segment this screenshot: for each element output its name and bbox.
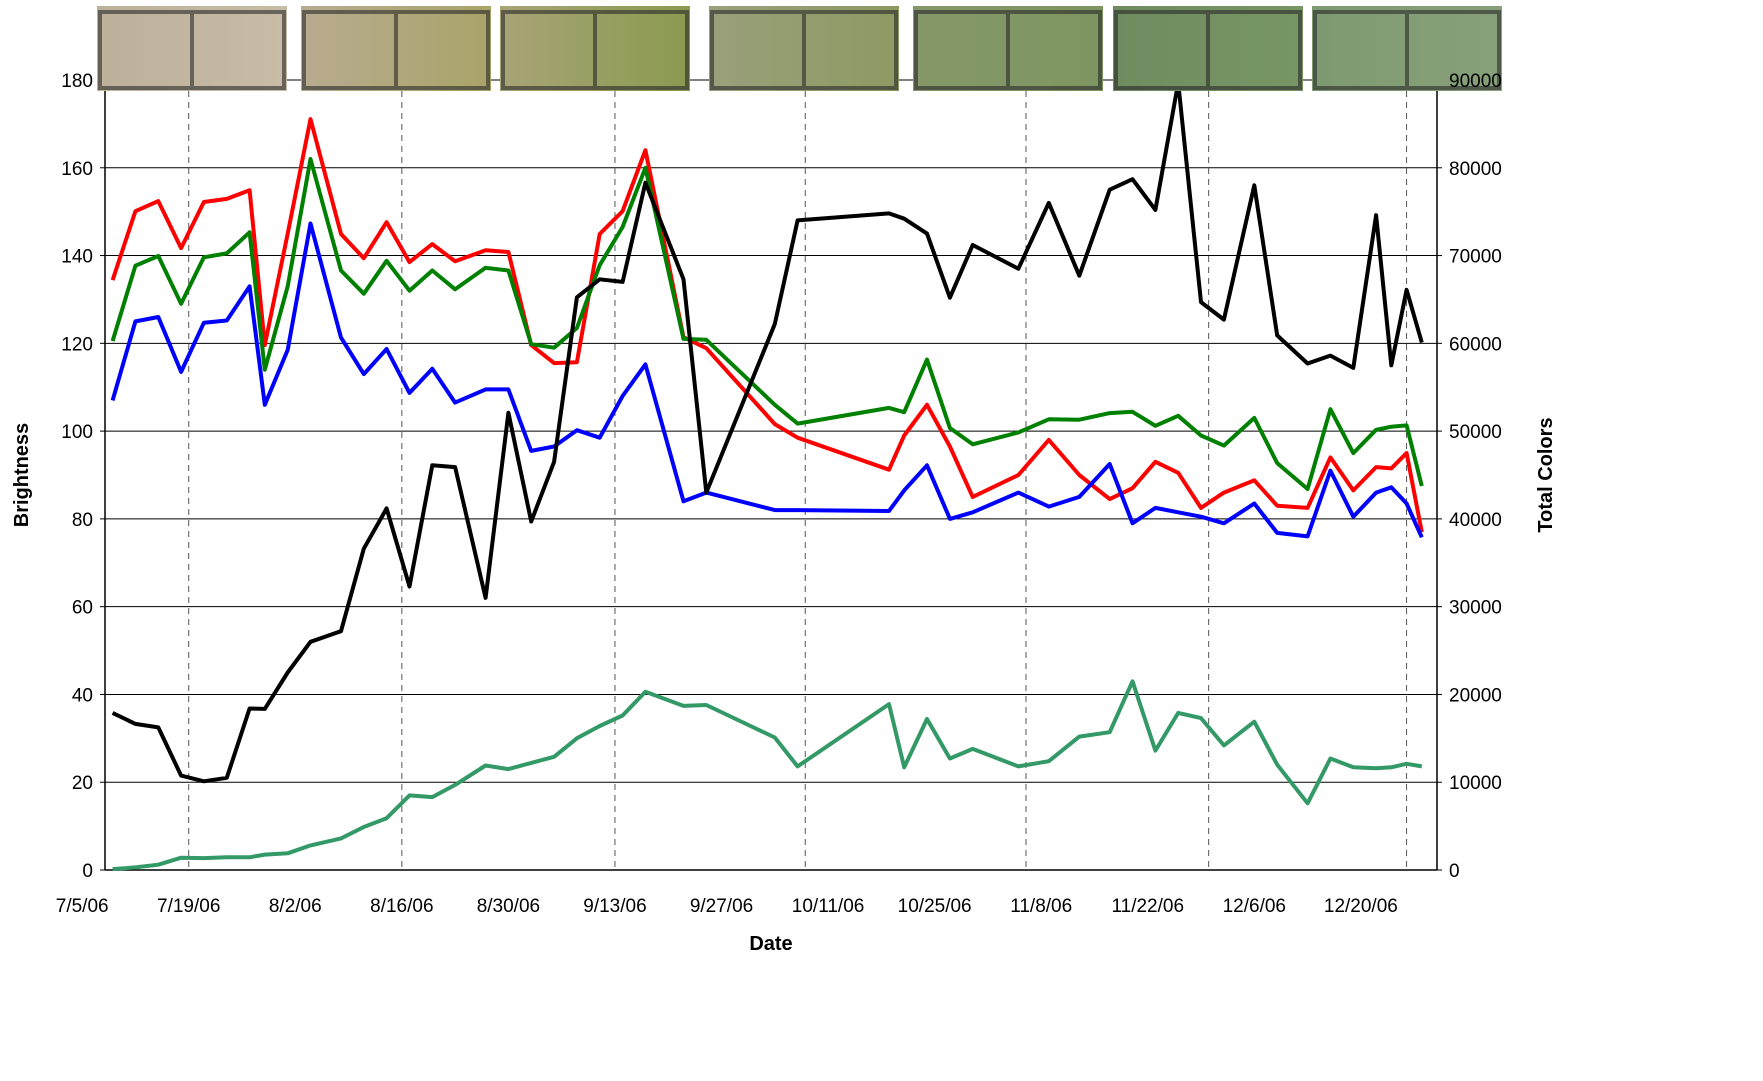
x-tick-label: 7/19/06 [157, 896, 220, 917]
y-tick-label: 140 [61, 247, 93, 268]
y-tick-label: 20 [72, 773, 93, 794]
plot-area [110, 80, 1424, 872]
x-tick-label: 8/2/06 [269, 896, 322, 917]
grid [100, 79, 1442, 871]
y-tick-label: 40 [72, 685, 93, 706]
y-tick-label: 60 [72, 598, 93, 619]
y2-axis-title: Total Colors [1535, 417, 1557, 532]
y2-tick-label: 30000 [1449, 598, 1502, 619]
series-line [110, 157, 1424, 491]
x-axis-title: Date [749, 933, 792, 955]
x-tick-label: 8/30/06 [477, 896, 540, 917]
y-tick-label: 160 [61, 159, 93, 180]
y2-tick-label: 80000 [1449, 159, 1502, 180]
photo-strip [97, 6, 1502, 91]
x-tick-label: 11/8/06 [1010, 896, 1072, 917]
x-tick-label: 9/27/06 [690, 896, 753, 917]
y-tick-label: 80 [72, 510, 93, 531]
x-tick-label: 12/20/06 [1324, 896, 1398, 917]
x-tick-label: 12/6/06 [1223, 896, 1286, 917]
photo-frames [98, 10, 1501, 90]
y-tick-label: 0 [82, 861, 93, 882]
y-tick-label: 100 [61, 422, 93, 443]
series-line [112, 679, 1423, 872]
y-axis-title: Brightness [11, 423, 33, 527]
y2-tick-label: 10000 [1449, 773, 1502, 794]
y-tick-label: 120 [61, 334, 93, 355]
y2-tick-label: 60000 [1449, 334, 1502, 355]
x-tick-label: 10/11/06 [792, 896, 865, 917]
x-tick-label: 8/16/06 [370, 896, 433, 917]
series-line [110, 117, 1424, 533]
x-tick-label: 9/13/06 [583, 896, 646, 917]
y2-tick-label: 40000 [1449, 510, 1502, 531]
x-tick-label: 7/5/06 [56, 896, 109, 917]
y2-tick-label: 20000 [1449, 685, 1502, 706]
y2-tick-label: 0 [1449, 861, 1460, 882]
x-tick-label: 11/22/06 [1111, 896, 1184, 917]
y2-tick-label: 90000 [1449, 71, 1502, 92]
series-line [111, 80, 1424, 784]
y2-tick-label: 50000 [1449, 422, 1502, 443]
y-tick-label: 180 [61, 71, 93, 92]
x-tick-label: 10/25/06 [898, 896, 972, 917]
y2-tick-label: 70000 [1449, 247, 1502, 268]
